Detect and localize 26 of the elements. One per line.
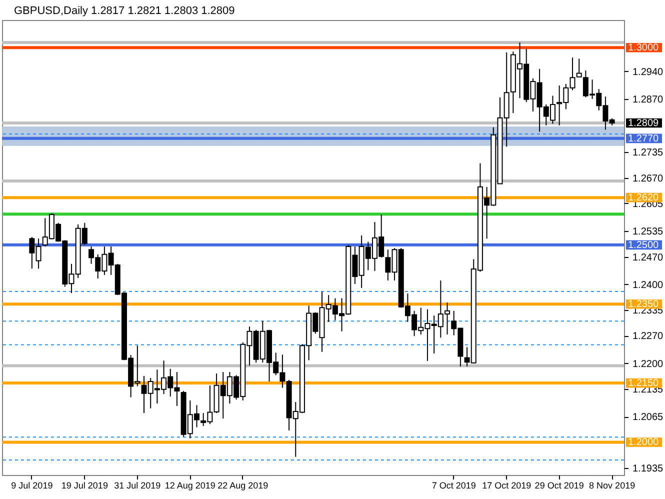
x-tick-label: 22 Aug 2019 [218,480,268,490]
y-tick-label: 1.2735 [632,148,664,159]
y-tick-label: 1.2270 [632,331,664,342]
x-tick-label: 29 Oct 2019 [534,480,584,490]
y-tick-label: 1.1935 [632,463,664,474]
ref-line-label: 1.3000 [628,42,660,54]
y-tick-label: 1.2200 [632,358,664,370]
chart-title: GBPUSD,Daily 1.2817 1.2821 1.2803 1.2809 [14,5,235,17]
y-tick-label: 1.2670 [632,173,664,184]
y-tick-label: 1.2400 [632,280,664,291]
y-tick-label: 1.2065 [632,412,664,424]
x-tick-label: 7 Oct 2019 [432,480,476,490]
ref-line-label: 1.2770 [628,133,660,144]
y-tick-label: 1.2870 [632,94,664,106]
x-tick-label: 12 Aug 2019 [164,480,216,490]
x-tick-label: 9 Jul 2019 [11,480,53,490]
ref-line-label: 1.2809 [628,118,660,129]
ref-line-label: 1.2500 [628,240,660,251]
y-tick-label: 1.2470 [632,252,664,264]
ref-line-label: 1.2000 [628,437,660,448]
y-tick-label: 1.2940 [632,66,664,78]
y-tick-label: 1.2535 [632,226,664,238]
x-tick-label: 8 Nov 2019 [589,480,636,490]
x-tick-label: 17 Oct 2019 [482,480,532,490]
x-tick-label: 19 Jul 2019 [61,480,108,490]
x-tick-label: 31 Jul 2019 [114,480,161,490]
